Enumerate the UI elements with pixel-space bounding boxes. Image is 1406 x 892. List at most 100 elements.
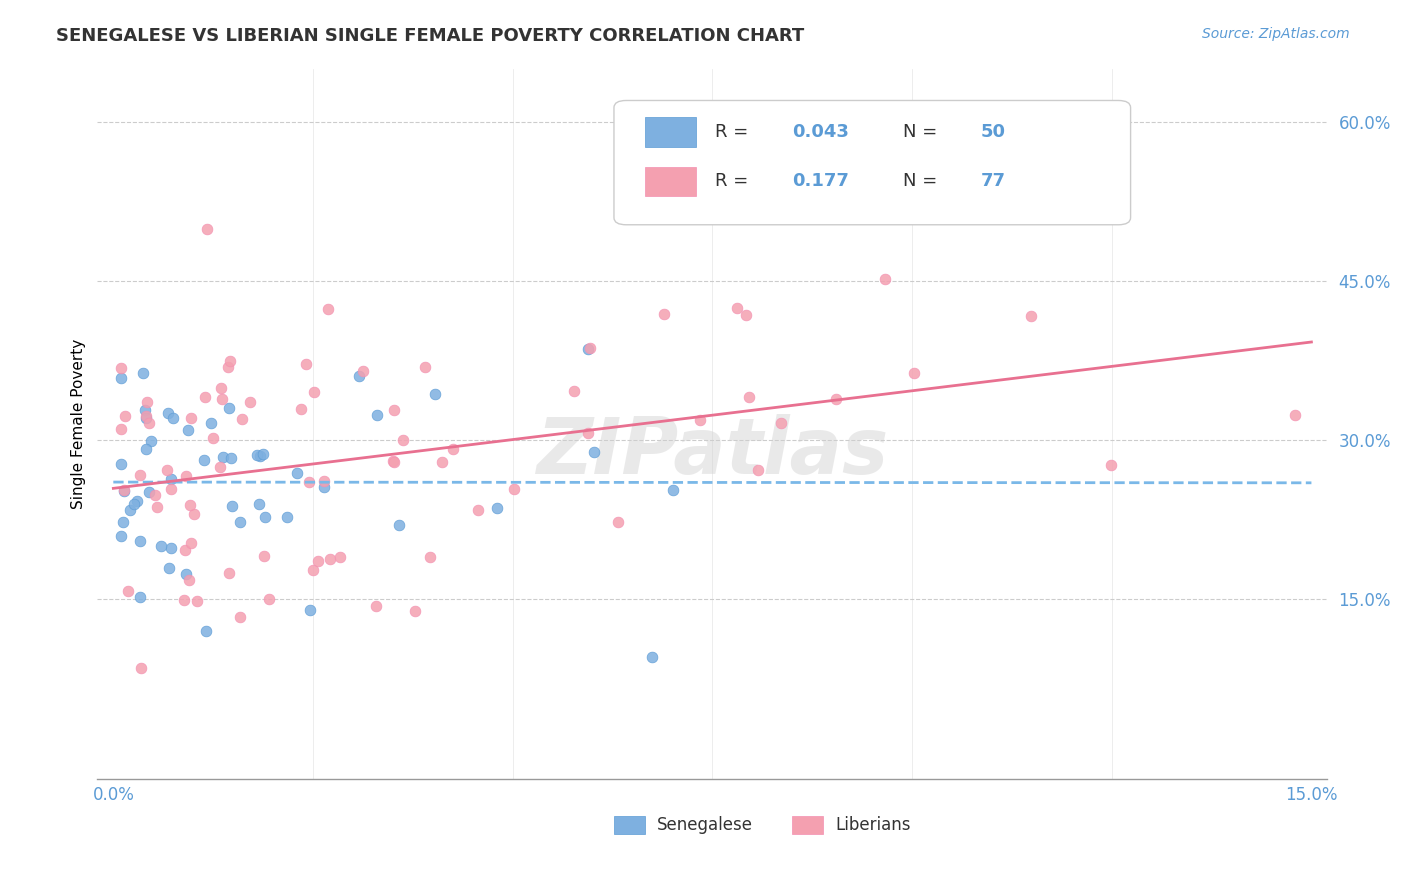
Point bbox=[312, 480, 335, 494]
Point bbox=[430, 455, 453, 469]
Point bbox=[219, 353, 242, 368]
Point bbox=[138, 485, 160, 500]
Text: 0.177: 0.177 bbox=[793, 172, 849, 191]
Point bbox=[186, 594, 208, 608]
Point bbox=[141, 434, 163, 449]
Point bbox=[228, 610, 250, 624]
Point bbox=[129, 661, 152, 675]
Point bbox=[583, 445, 606, 459]
Point bbox=[209, 460, 232, 475]
Point bbox=[485, 501, 508, 516]
Point bbox=[218, 566, 240, 580]
Point bbox=[136, 395, 159, 409]
Bar bbox=[793, 816, 823, 834]
Point bbox=[177, 423, 200, 437]
Point bbox=[352, 364, 374, 378]
Point bbox=[404, 604, 426, 618]
Point bbox=[128, 468, 150, 483]
Point bbox=[249, 449, 271, 463]
Point bbox=[253, 509, 276, 524]
Point bbox=[388, 517, 411, 532]
Point bbox=[160, 541, 183, 555]
Point bbox=[110, 529, 132, 543]
Point bbox=[228, 515, 250, 529]
Point bbox=[218, 401, 240, 416]
Point bbox=[143, 488, 166, 502]
Text: 0.043: 0.043 bbox=[793, 123, 849, 141]
Point bbox=[1099, 458, 1122, 472]
Point bbox=[211, 392, 233, 406]
Point bbox=[654, 307, 676, 321]
Point bbox=[316, 301, 339, 316]
Point bbox=[173, 593, 195, 607]
Point bbox=[160, 482, 183, 496]
Point bbox=[112, 483, 135, 498]
Point bbox=[467, 502, 489, 516]
Text: Senegalese: Senegalese bbox=[657, 816, 754, 834]
Point bbox=[117, 583, 139, 598]
Text: Source: ZipAtlas.com: Source: ZipAtlas.com bbox=[1202, 27, 1350, 41]
Point bbox=[200, 417, 222, 431]
Point bbox=[738, 390, 761, 404]
Point bbox=[246, 448, 269, 462]
Text: ZIPatlas: ZIPatlas bbox=[536, 414, 889, 490]
Point bbox=[662, 483, 685, 497]
Point bbox=[302, 563, 325, 577]
Point bbox=[180, 410, 202, 425]
Point bbox=[219, 451, 242, 466]
Point bbox=[329, 550, 352, 565]
Text: R =: R = bbox=[714, 123, 754, 141]
Point bbox=[606, 516, 628, 530]
Point bbox=[179, 498, 201, 512]
Point bbox=[382, 455, 405, 469]
Text: 50: 50 bbox=[980, 123, 1005, 141]
Point bbox=[382, 402, 405, 417]
Point bbox=[180, 536, 202, 550]
Point bbox=[135, 409, 157, 423]
Point bbox=[231, 411, 253, 425]
Point bbox=[129, 533, 152, 548]
Point bbox=[770, 417, 793, 431]
Y-axis label: Single Female Poverty: Single Female Poverty bbox=[72, 338, 86, 508]
Point bbox=[183, 508, 205, 522]
Point bbox=[825, 392, 848, 407]
Point bbox=[110, 360, 132, 375]
Point bbox=[202, 431, 225, 445]
Point bbox=[578, 425, 600, 440]
Point bbox=[307, 554, 329, 568]
Point bbox=[257, 592, 280, 607]
Point bbox=[132, 366, 155, 380]
Point bbox=[1019, 310, 1042, 324]
Point bbox=[347, 368, 370, 383]
Text: N =: N = bbox=[903, 172, 943, 191]
Text: R =: R = bbox=[714, 172, 759, 191]
Point bbox=[135, 410, 157, 425]
Point bbox=[366, 408, 388, 422]
Point bbox=[413, 359, 436, 374]
Point bbox=[179, 574, 201, 588]
Point bbox=[110, 457, 132, 471]
Point bbox=[735, 308, 758, 322]
Point bbox=[110, 371, 132, 385]
Point bbox=[253, 549, 276, 563]
Point bbox=[873, 272, 896, 286]
Point bbox=[576, 343, 599, 357]
Text: Liberians: Liberians bbox=[835, 816, 911, 834]
Point bbox=[174, 543, 197, 558]
Point bbox=[366, 599, 388, 613]
Point bbox=[122, 497, 145, 511]
Point bbox=[138, 416, 160, 430]
Point bbox=[578, 341, 600, 355]
Point bbox=[441, 442, 464, 457]
Point bbox=[641, 649, 664, 664]
Point bbox=[129, 590, 152, 604]
Point bbox=[127, 494, 149, 508]
Point bbox=[110, 422, 132, 436]
Point bbox=[302, 385, 325, 400]
Point bbox=[174, 468, 197, 483]
Point bbox=[111, 515, 134, 529]
Bar bbox=[645, 117, 696, 146]
Bar bbox=[645, 167, 696, 196]
Point bbox=[392, 433, 415, 447]
Point bbox=[252, 447, 274, 461]
